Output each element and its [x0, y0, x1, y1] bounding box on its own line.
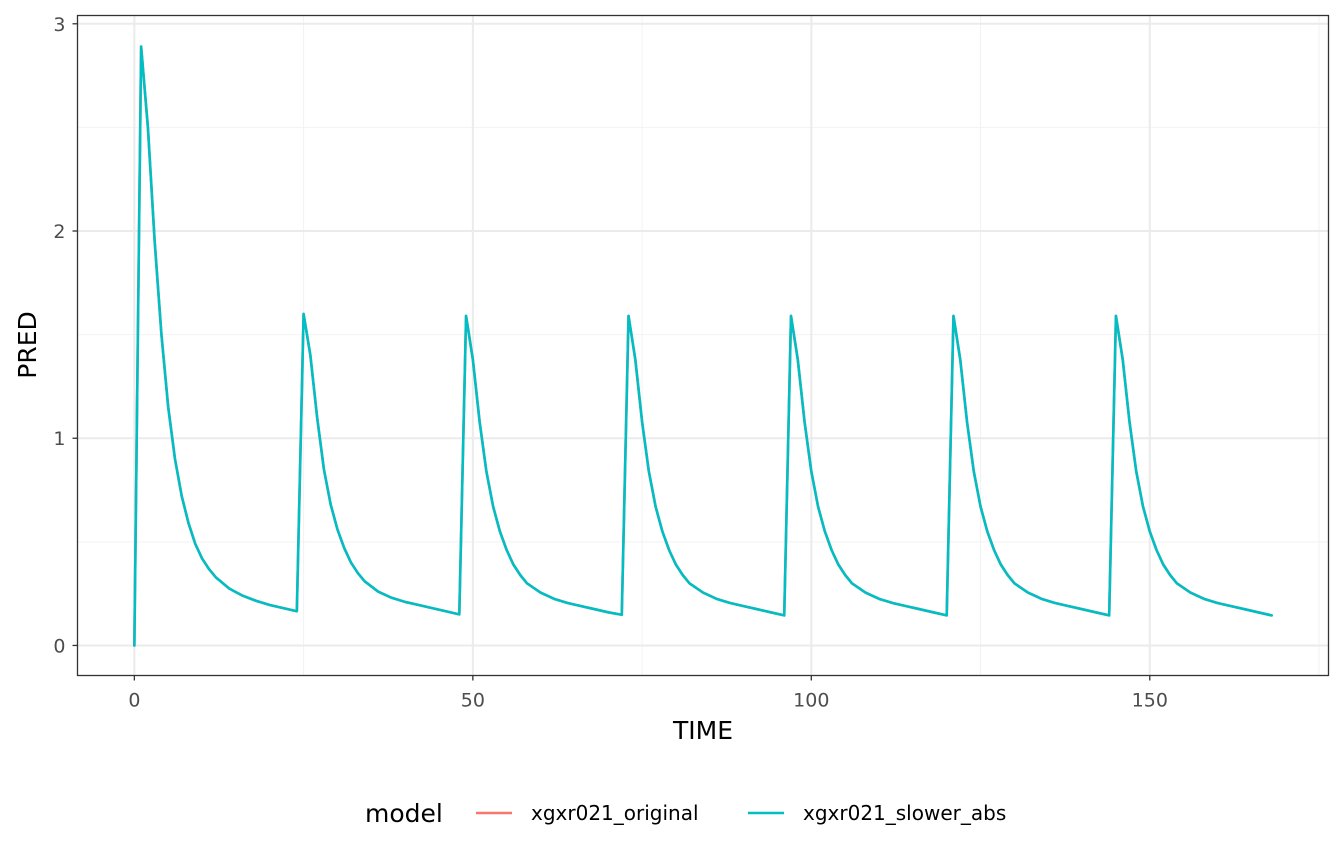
- y-tick-label: 1: [53, 428, 65, 450]
- y-tick-label: 2: [53, 221, 65, 243]
- y-tick-label: 0: [53, 635, 65, 657]
- x-tick-label: 0: [128, 690, 140, 712]
- legend-title: model: [365, 799, 443, 828]
- y-axis: 0 1 2 3: [53, 14, 78, 657]
- y-tick-label: 3: [53, 14, 65, 36]
- x-axis-title: TIME: [672, 716, 733, 745]
- x-tick-label: 100: [793, 690, 829, 712]
- x-tick-label: 50: [461, 690, 485, 712]
- x-tick-label: 150: [1132, 690, 1168, 712]
- x-axis: 0 50 100 150: [128, 675, 1168, 712]
- legend: model xgxr021_original xgxr021_slower_ab…: [365, 799, 1006, 828]
- plot-panel-border: [76, 14, 1330, 677]
- major-gridlines: [77, 15, 1329, 676]
- legend-label-xgxr021-original: xgxr021_original: [531, 801, 699, 825]
- legend-label-xgxr021-slower-abs: xgxr021_slower_abs: [803, 801, 1006, 825]
- series-line-xgxr021-slower-abs: [133, 45, 1273, 647]
- series-layer: [133, 45, 1273, 647]
- y-axis-title: PRED: [13, 311, 42, 379]
